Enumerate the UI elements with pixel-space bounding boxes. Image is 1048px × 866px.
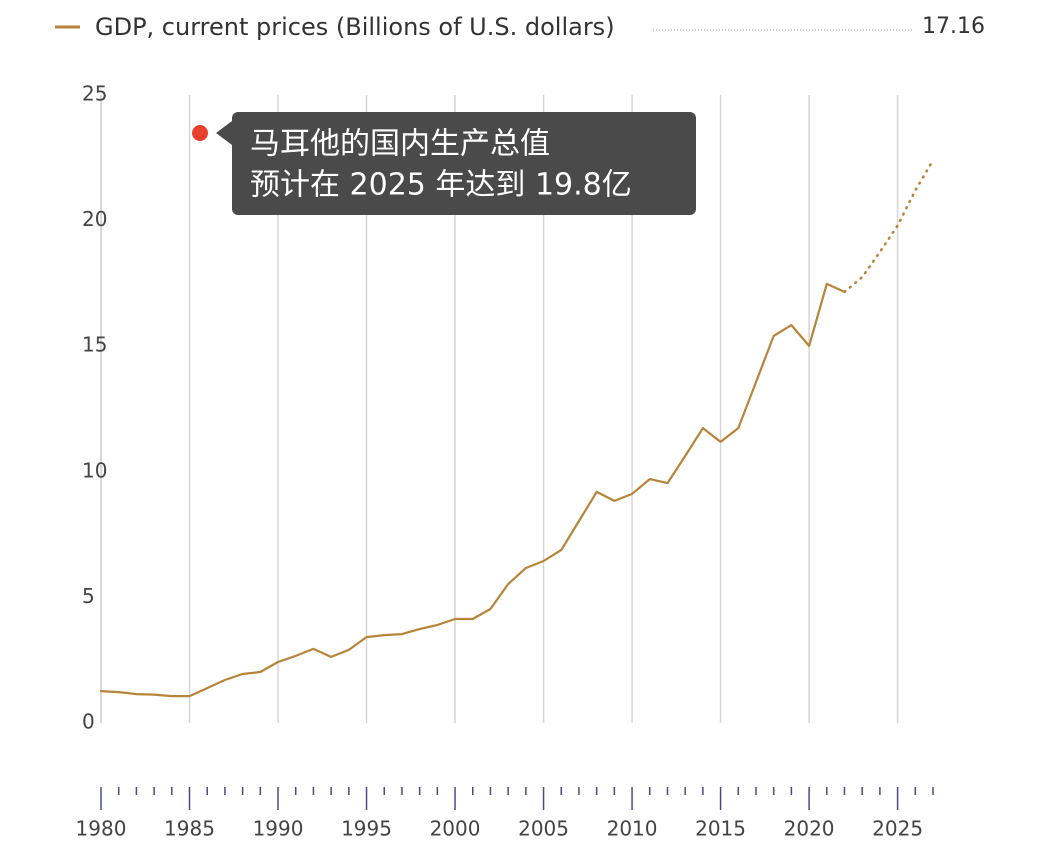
legend-value: 17.16 (922, 14, 985, 39)
x-tick-label: 2010 (607, 817, 658, 841)
x-tick-label: 2020 (784, 817, 835, 841)
x-tick-label: 2015 (695, 817, 746, 841)
x-tick-label: 1980 (76, 817, 127, 841)
x-tick-label: 2005 (518, 817, 569, 841)
y-tick-label: 25 (82, 82, 107, 106)
y-tick-label: 0 (82, 710, 95, 734)
data-line (99, 282, 846, 698)
y-tick-label: 5 (82, 584, 95, 608)
x-tick-label: 1995 (341, 817, 392, 841)
y-tick-label: 20 (82, 207, 107, 231)
x-tick-label: 1990 (253, 817, 304, 841)
annotation-dot (192, 125, 208, 141)
x-tick-label: 2025 (872, 817, 923, 841)
legend-label: GDP, current prices (Billions of U.S. do… (95, 13, 615, 41)
x-tick-label: 2000 (430, 817, 481, 841)
data-line (843, 159, 935, 294)
y-tick-label: 15 (82, 333, 107, 357)
x-tick-label: 1985 (164, 817, 215, 841)
annotation-text: 马耳他的国内生产总值 (250, 127, 550, 162)
annotation-text: 预计在 2025 年达到 19.8亿 (250, 168, 632, 203)
annotation-box (216, 112, 696, 215)
y-tick-label: 10 (82, 458, 107, 482)
